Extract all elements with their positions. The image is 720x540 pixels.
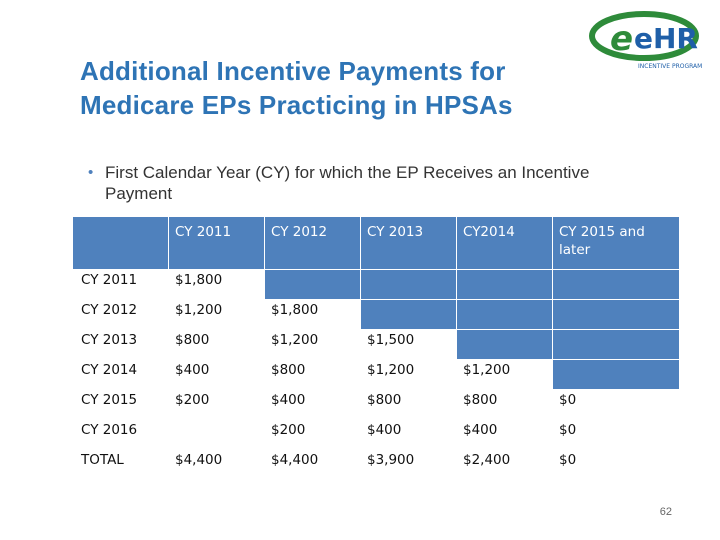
value-cell: $400 (264, 389, 361, 420)
svg-text:e: e (610, 19, 633, 59)
empty-cell (552, 299, 680, 330)
row-label: CY 2016 (72, 419, 169, 450)
empty-cell (264, 269, 361, 300)
value-cell: $0 (552, 389, 680, 420)
bullet-dot-icon: • (88, 164, 94, 181)
bullet-point: • First Calendar Year (CY) for which the… (88, 162, 648, 204)
row-label: CY 2014 (72, 359, 169, 390)
row-label: CY 2013 (72, 329, 169, 360)
table-row: CY 2012 $1,200 $1,800 (72, 299, 680, 330)
value-cell: $1,500 (360, 329, 457, 360)
empty-cell (456, 299, 553, 330)
row-label: TOTAL (72, 449, 169, 480)
table-header-cell: CY 2011 (168, 216, 265, 270)
value-cell: $200 (264, 419, 361, 450)
logo-text: eHR (634, 22, 698, 55)
empty-cell (360, 299, 457, 330)
value-cell: $400 (168, 359, 265, 390)
page-number: 62 (659, 506, 672, 518)
bullet-text: First Calendar Year (CY) for which the E… (105, 163, 590, 203)
value-cell: $400 (456, 419, 553, 450)
row-label: CY 2015 (72, 389, 169, 420)
empty-cell (552, 329, 680, 360)
table-header-cell: CY 2015 and later (552, 216, 680, 270)
table-row: CY 2013 $800 $1,200 $1,500 (72, 329, 680, 360)
ehr-logo: e eHR INCENTIVE PROGRAM (589, 11, 702, 70)
table-row: CY 2014 $400 $800 $1,200 $1,200 (72, 359, 680, 390)
table-row: CY 2016 $200 $400 $400 $0 (72, 419, 680, 450)
value-cell: $4,400 (168, 449, 265, 480)
table-header-cell: CY2014 (456, 216, 553, 270)
value-cell: $1,200 (456, 359, 553, 390)
value-cell: $2,400 (456, 449, 553, 480)
table-header-row: CY 2011 CY 2012 CY 2013 CY2014 CY 2015 and l… (72, 216, 680, 270)
table-row: CY 2015 $200 $400 $800 $800 $0 (72, 389, 680, 420)
value-cell: $1,200 (360, 359, 457, 390)
value-cell: $0 (552, 419, 680, 450)
value-cell: $1,200 (168, 299, 265, 330)
table-header-cell: CY 2013 (360, 216, 457, 270)
empty-cell (456, 269, 553, 300)
row-label: CY 2011 (72, 269, 169, 300)
logo-subtext: INCENTIVE PROGRAM (638, 63, 702, 70)
slide-title-line-2: Medicare EPs Practicing in HPSAs (80, 90, 513, 120)
value-cell: $800 (264, 359, 361, 390)
value-cell: $400 (360, 419, 457, 450)
value-cell: $1,800 (168, 269, 265, 300)
table-header-cell: CY 2012 (264, 216, 361, 270)
table-row: CY 2011 $1,800 (72, 269, 680, 300)
value-cell: $1,800 (264, 299, 361, 330)
table-header-corner (72, 216, 169, 270)
value-cell: $3,900 (360, 449, 457, 480)
value-cell: $800 (456, 389, 553, 420)
empty-cell (552, 359, 680, 390)
value-cell: $800 (360, 389, 457, 420)
slide-title: Additional Incentive Payments for Medica… (80, 54, 620, 122)
value-cell: $0 (552, 449, 680, 480)
empty-cell (552, 269, 680, 300)
value-cell: $1,200 (264, 329, 361, 360)
empty-cell (456, 329, 553, 360)
value-cell: $200 (168, 389, 265, 420)
value-cell: $4,400 (264, 449, 361, 480)
value-cell: $800 (168, 329, 265, 360)
slide-title-line-1: Additional Incentive Payments for (80, 56, 506, 86)
incentive-payments-table: CY 2011 CY 2012 CY 2013 CY2014 CY 2015 and l… (72, 216, 680, 480)
value-cell (168, 419, 265, 450)
table-row: TOTAL $4,400 $4,400 $3,900 $2,400 $0 (72, 449, 680, 480)
row-label: CY 2012 (72, 299, 169, 330)
empty-cell (360, 269, 457, 300)
